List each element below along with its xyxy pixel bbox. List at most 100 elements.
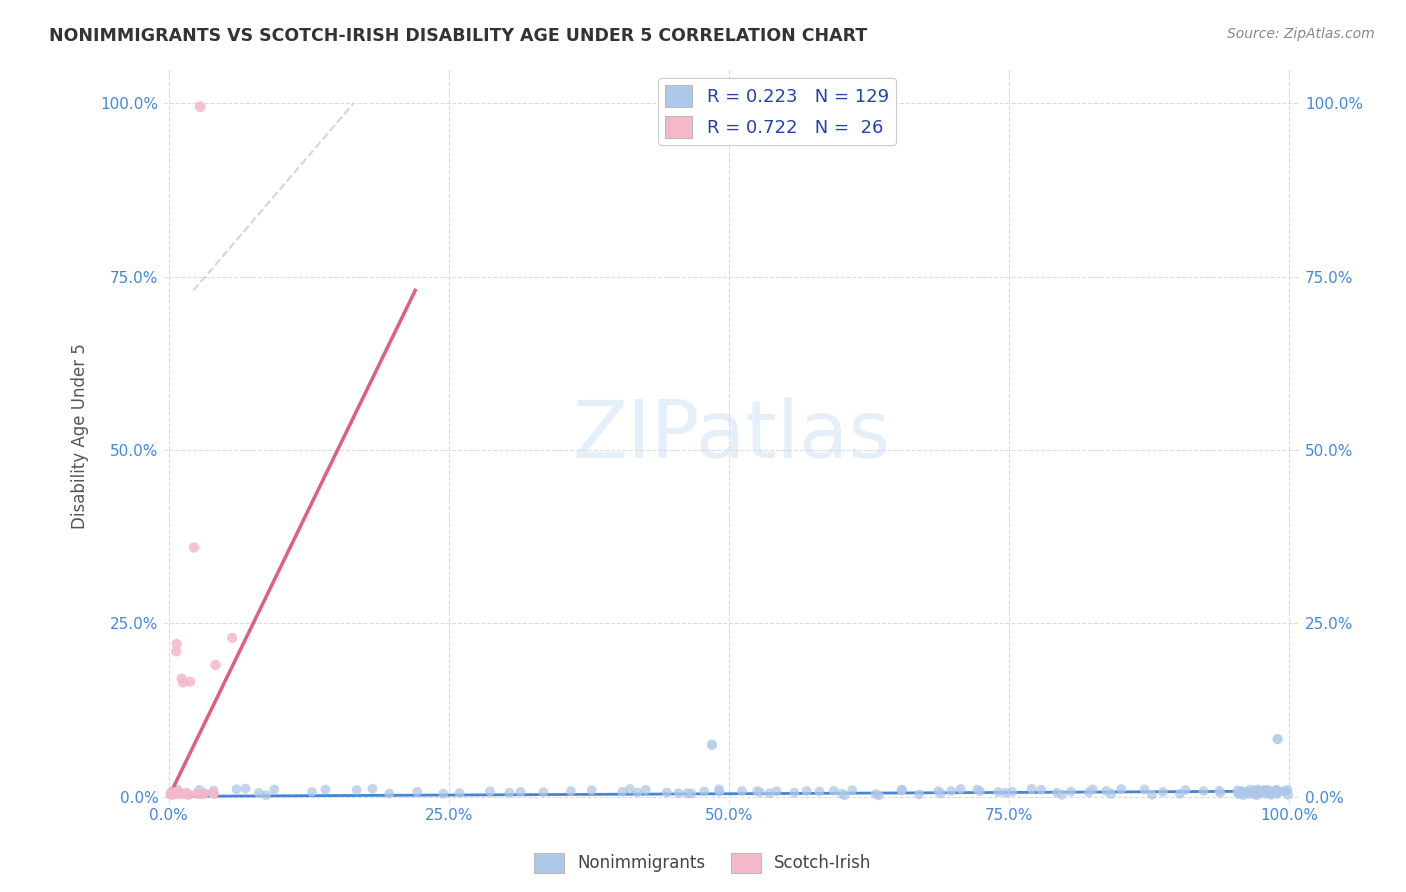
Point <box>1152 785 1174 799</box>
Point <box>865 787 887 801</box>
Point <box>1274 784 1296 798</box>
Point <box>941 784 963 798</box>
Point <box>831 787 853 801</box>
Point <box>966 782 988 797</box>
Point <box>1244 784 1267 798</box>
Point <box>301 785 323 799</box>
Point <box>1277 782 1299 797</box>
Point <box>1265 785 1288 799</box>
Point <box>1267 785 1289 799</box>
Point <box>1046 786 1069 800</box>
Point <box>1230 784 1253 798</box>
Point <box>700 738 723 752</box>
Point <box>1208 784 1230 798</box>
Point <box>225 782 247 797</box>
Point <box>169 787 191 801</box>
Point <box>1254 787 1277 801</box>
Point <box>1081 782 1104 797</box>
Point <box>676 786 699 800</box>
Point <box>1031 782 1053 797</box>
Point <box>247 786 270 800</box>
Point <box>1249 786 1271 800</box>
Point <box>668 786 690 800</box>
Point <box>581 783 603 797</box>
Point <box>841 783 863 797</box>
Point <box>190 787 212 801</box>
Point <box>170 672 193 686</box>
Point <box>747 784 769 798</box>
Point <box>202 787 225 801</box>
Point <box>1258 784 1281 798</box>
Point <box>1001 785 1024 799</box>
Point <box>166 782 188 797</box>
Point <box>731 784 754 798</box>
Point <box>188 100 211 114</box>
Point <box>1246 788 1268 802</box>
Point <box>681 786 703 800</box>
Point <box>531 785 554 799</box>
Point <box>204 658 226 673</box>
Point <box>796 784 818 798</box>
Point <box>908 788 931 802</box>
Point <box>263 782 285 797</box>
Point <box>361 781 384 796</box>
Point <box>834 789 856 803</box>
Point <box>1133 782 1156 797</box>
Point <box>1267 783 1289 797</box>
Point <box>868 789 890 803</box>
Point <box>1246 785 1268 799</box>
Point <box>655 786 678 800</box>
Point <box>174 787 197 801</box>
Point <box>1265 782 1288 797</box>
Point <box>1243 785 1265 799</box>
Text: ZIPatlas: ZIPatlas <box>572 397 890 475</box>
Point <box>1244 783 1267 797</box>
Point <box>172 675 194 690</box>
Point <box>1140 788 1163 802</box>
Point <box>163 785 186 799</box>
Point <box>1272 784 1295 798</box>
Point <box>619 781 641 796</box>
Legend: Nonimmigrants, Scotch-Irish: Nonimmigrants, Scotch-Irish <box>527 847 879 880</box>
Point <box>1257 785 1279 799</box>
Point <box>1265 784 1288 798</box>
Point <box>1256 785 1278 799</box>
Point <box>193 786 215 800</box>
Point <box>626 785 648 799</box>
Point <box>1209 786 1232 800</box>
Point <box>1247 785 1270 799</box>
Point <box>176 786 198 800</box>
Point <box>254 788 277 802</box>
Point <box>479 784 502 798</box>
Point <box>1261 787 1284 801</box>
Point <box>783 786 806 800</box>
Point <box>165 644 187 658</box>
Point <box>890 783 912 797</box>
Point <box>1253 783 1275 797</box>
Point <box>1060 785 1083 799</box>
Point <box>1078 785 1101 799</box>
Point <box>1277 788 1299 802</box>
Text: NONIMMIGRANTS VS SCOTCH-IRISH DISABILITY AGE UNDER 5 CORRELATION CHART: NONIMMIGRANTS VS SCOTCH-IRISH DISABILITY… <box>49 27 868 45</box>
Point <box>1253 783 1275 797</box>
Point <box>201 786 224 800</box>
Point <box>163 787 186 801</box>
Point <box>1236 785 1258 799</box>
Point <box>1168 787 1191 801</box>
Point <box>346 783 368 797</box>
Point <box>1192 784 1215 798</box>
Point <box>994 786 1017 800</box>
Point <box>160 788 183 802</box>
Point <box>498 786 520 800</box>
Point <box>166 637 188 651</box>
Point <box>1250 784 1272 798</box>
Point <box>183 541 205 555</box>
Point <box>1226 783 1249 797</box>
Point <box>707 782 730 797</box>
Point <box>612 785 634 799</box>
Point <box>202 783 225 797</box>
Point <box>969 784 991 798</box>
Point <box>1232 788 1254 802</box>
Point <box>165 787 187 801</box>
Point <box>160 784 183 798</box>
